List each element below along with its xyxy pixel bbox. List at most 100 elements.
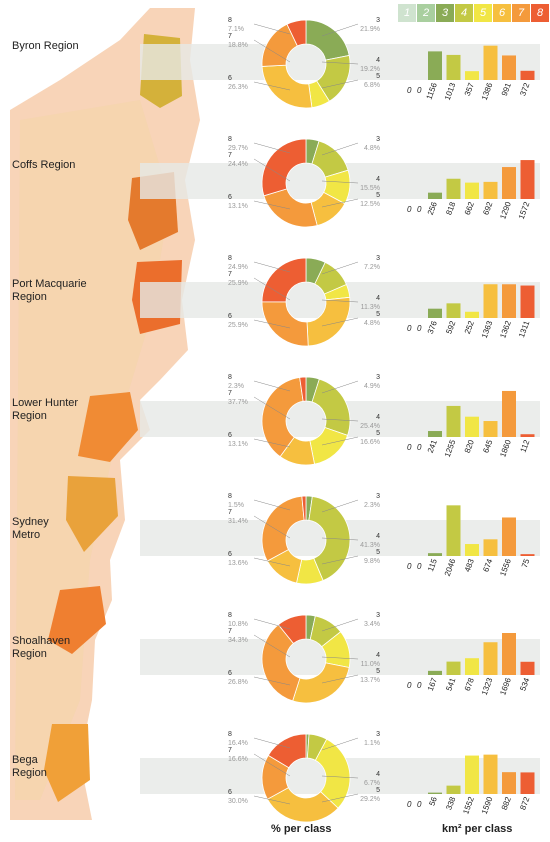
callout-line <box>253 438 291 448</box>
pie-class-label: 6 <box>228 670 232 677</box>
callout-line <box>253 396 291 420</box>
pie-percent-label: 25.9% <box>228 322 248 329</box>
region-label: Shoalhaven Region <box>12 635 71 660</box>
bar-class-8 <box>520 70 535 80</box>
callout-line <box>253 795 291 805</box>
bar-class-3 <box>428 553 442 556</box>
legend-class-3: 3 <box>436 4 454 22</box>
pie-percent-label: 25.4% <box>360 423 380 430</box>
bar-value-label: 678 <box>463 676 476 692</box>
callout-line <box>321 775 359 779</box>
bar-chart: 0 0 241 1255 820 645 1860 112 <box>407 390 535 458</box>
pie-percent-label: 4.8% <box>364 320 380 327</box>
callout-line <box>321 499 359 513</box>
pie-percent-label: 4.9% <box>364 383 380 390</box>
callout-line <box>253 81 291 91</box>
pie-slice-class-8 <box>299 376 307 402</box>
pie-chart: 8 29.7%7 24.4% 6 13.1% 3 4.8% 4 15.5%5 12.5% <box>228 136 380 228</box>
bar-class-5 <box>465 182 479 199</box>
pie-class-label: 5 <box>376 192 380 199</box>
bar-class-3 <box>428 670 442 675</box>
pie-class-label: 8 <box>228 374 232 381</box>
pie-percent-label: 11.3% <box>361 304 380 311</box>
legend-class-6: 6 <box>493 4 511 22</box>
pie-percent-label: 26.8% <box>228 679 248 686</box>
pie-slice-class-8 <box>261 257 307 303</box>
bar-value-label: 1386 <box>480 81 495 101</box>
pie-chart: 8 10.8%7 34.3% 6 26.8% 3 3.4% 4 11.0%5 13.7% <box>228 612 380 704</box>
callout-line <box>321 555 359 565</box>
bar-class-8 <box>520 434 535 437</box>
pie-class-label: 3 <box>376 136 380 143</box>
callout-line <box>321 674 359 684</box>
bar-class-4 <box>446 303 461 318</box>
region-label: Sydney Metro <box>12 516 49 541</box>
pie-class-label: 3 <box>376 374 380 381</box>
bar-class-8 <box>520 772 535 794</box>
bar-value-label: 674 <box>481 557 494 573</box>
pie-percent-label: 1.1% <box>364 740 380 747</box>
bar-value-label: 0 <box>407 800 412 809</box>
pie-percent-label: 4.8% <box>364 145 380 152</box>
pie-class-label: 8 <box>228 136 232 143</box>
pie-percent-label: 2.3% <box>364 502 380 509</box>
bar-value-label: 1860 <box>498 438 513 458</box>
pie-class-label: 6 <box>228 313 232 320</box>
bar-class-5 <box>465 416 479 437</box>
callout-line <box>321 793 359 803</box>
pie-percent-label: 6.7% <box>364 780 380 787</box>
pie-percent-label: 29.7% <box>228 145 248 152</box>
pie-class-label: 8 <box>228 255 232 262</box>
bar-chart: 0 0 376 592 252 1363 1362 1311 <box>407 284 535 339</box>
pie-class-label: 7 <box>228 390 232 397</box>
pie-chart: 8 24.9%7 25.9% 6 25.9% 3 7.2% 4 11.3%5 4.8% <box>228 255 380 347</box>
pie-percent-label: 2.3% <box>228 383 244 390</box>
bar-class-7 <box>502 167 516 199</box>
callout-line <box>321 299 359 303</box>
bar-class-3 <box>428 431 442 437</box>
pie-slice-class-8 <box>301 495 307 521</box>
pie-chart: 8 16.4%7 16.6% 6 30.0% 3 1.1% 4 6.7%5 29.2% <box>228 731 380 823</box>
pie-percent-label: 34.3% <box>228 637 248 644</box>
callout-line <box>253 261 291 273</box>
bar-value-label: 1572 <box>517 200 532 220</box>
callout-line <box>321 23 359 37</box>
bar-class-7 <box>502 517 516 556</box>
pie-percent-label: 10.8% <box>228 621 248 628</box>
callout-line <box>321 537 359 541</box>
callout-line <box>321 198 359 208</box>
bar-value-label: 483 <box>463 557 476 573</box>
callout-line <box>321 618 359 632</box>
bar-value-label: 1156 <box>425 81 440 101</box>
bar-value-label: 0 <box>417 681 422 690</box>
pie-slice-class-8 <box>277 614 307 644</box>
pie-class-label: 7 <box>228 33 232 40</box>
bar-value-label: 882 <box>500 795 513 811</box>
callout-line <box>253 753 291 777</box>
bar-value-label: 1590 <box>480 795 495 815</box>
pie-class-label: 4 <box>376 295 380 302</box>
pie-percent-label: 31.4% <box>228 518 248 525</box>
pie-class-label: 4 <box>376 414 380 421</box>
callout-line <box>253 277 291 301</box>
pie-percent-label: 9.8% <box>364 558 380 565</box>
bar-value-label: 0 <box>417 800 422 809</box>
callout-line <box>321 61 359 65</box>
bar-class-7 <box>502 55 516 80</box>
pie-class-label: 4 <box>376 57 380 64</box>
callout-line <box>321 261 359 275</box>
pie-percent-label: 3.4% <box>364 621 380 628</box>
pie-slice-class-8 <box>261 138 307 197</box>
bar-value-label: 872 <box>518 795 531 811</box>
region-label: Bega Region <box>12 754 47 779</box>
bar-value-label: 692 <box>481 200 494 216</box>
bar-class-3 <box>428 192 442 199</box>
pie-percent-label: 1.5% <box>228 502 244 509</box>
bar-footer-label: km² per class <box>442 823 513 835</box>
bar-value-label: 818 <box>444 200 457 216</box>
pie-percent-label: 12.5% <box>360 201 380 208</box>
bar-class-4 <box>446 54 461 80</box>
region-label: Coffs Region <box>12 159 76 171</box>
bar-value-label: 357 <box>463 81 476 97</box>
